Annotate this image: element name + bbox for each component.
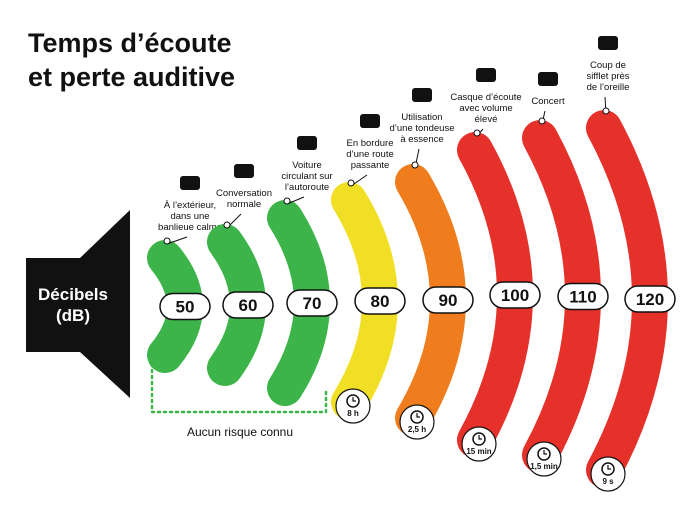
level-label: l’autoroute: [285, 182, 329, 193]
time-limit: 9 s: [602, 477, 614, 486]
time-limit: 8 h: [347, 409, 359, 418]
time-limit: 15 min: [466, 447, 491, 456]
clock-icon: [346, 394, 360, 408]
clock-badge: [590, 456, 626, 492]
level-label: à essence: [400, 134, 443, 145]
icon: [598, 36, 618, 50]
db-value: 120: [636, 290, 664, 309]
level-label: avec volume: [459, 103, 512, 114]
pointer-dot: [473, 129, 481, 137]
clock-hand: [416, 413, 420, 418]
clock-hand: [478, 435, 482, 440]
level-label: sifflet près: [586, 71, 629, 82]
db-pill: [354, 287, 406, 315]
level-label: Utilisation: [401, 112, 442, 123]
db-pill: [159, 292, 211, 321]
level-label: d’une tondeuse: [390, 123, 455, 134]
title-line: et perte auditive: [28, 62, 235, 92]
time-limit: 1,5 min: [530, 462, 558, 471]
level-label: dans une: [170, 211, 209, 222]
level-label: Voiture: [292, 160, 322, 171]
icon: [476, 68, 496, 82]
db-value: 90: [439, 291, 458, 310]
clock-hand: [607, 465, 611, 470]
level-label: élevé: [475, 114, 498, 125]
time-limit: 2,5 h: [408, 425, 426, 434]
clock-badge: [399, 404, 435, 440]
icon: [180, 176, 200, 190]
db-value: 60: [239, 296, 258, 315]
pointer-dot: [163, 237, 171, 245]
level-label: banlieue calme: [158, 222, 222, 233]
clock-badge: [335, 388, 371, 424]
level-label: passante: [351, 160, 390, 171]
icon: [360, 114, 380, 128]
db-pill: [489, 281, 541, 309]
level-label: Casque d’écoute: [450, 92, 521, 103]
speaker-label: Décibels: [38, 285, 108, 304]
icon: [234, 164, 254, 178]
db-value: 70: [303, 294, 322, 313]
db-value: 100: [501, 286, 529, 305]
level-label: Concert: [531, 96, 565, 107]
db-pill: [557, 282, 609, 311]
footnote: Aucun risque connu: [187, 425, 293, 439]
level-label: À l’extérieur,: [164, 200, 216, 211]
clock-icon: [537, 447, 551, 461]
clock-badge: [526, 441, 562, 477]
db-value: 80: [371, 292, 390, 311]
db-value: 110: [569, 288, 596, 307]
clock-badge: [461, 426, 497, 462]
pointer-dot: [538, 117, 546, 125]
pointer-dot: [602, 107, 610, 115]
icon: [538, 72, 558, 86]
db-value: 50: [176, 298, 195, 317]
pointer-dot: [411, 161, 419, 169]
icon: [412, 88, 432, 102]
db-pill: [222, 291, 274, 319]
safe-bracket: [150, 356, 328, 414]
clock-hand: [352, 397, 356, 402]
db-pill: [286, 289, 338, 317]
speaker-label: (dB): [56, 306, 90, 325]
pointer-dot: [283, 197, 291, 205]
pointer: [166, 236, 188, 245]
clock-icon: [601, 462, 615, 476]
level-label: circulant sur: [281, 171, 332, 182]
level-label: En bordure: [346, 138, 393, 149]
level-label: Conversation: [216, 188, 272, 199]
clock-hand: [543, 450, 547, 455]
clock-icon: [410, 410, 424, 424]
title-line: Temps d’écoute: [28, 28, 232, 58]
speaker: [26, 210, 130, 398]
pointer-dot: [223, 221, 231, 229]
level-label: normale: [227, 199, 261, 210]
icon: [297, 136, 317, 150]
clock-icon: [472, 432, 486, 446]
pointer-dot: [347, 179, 355, 187]
level-label: de l’oreille: [587, 82, 630, 93]
db-pill: [422, 286, 474, 314]
level-label: d’une route: [346, 149, 394, 160]
level-label: Coup de: [590, 60, 626, 71]
db-pill: [624, 285, 676, 313]
